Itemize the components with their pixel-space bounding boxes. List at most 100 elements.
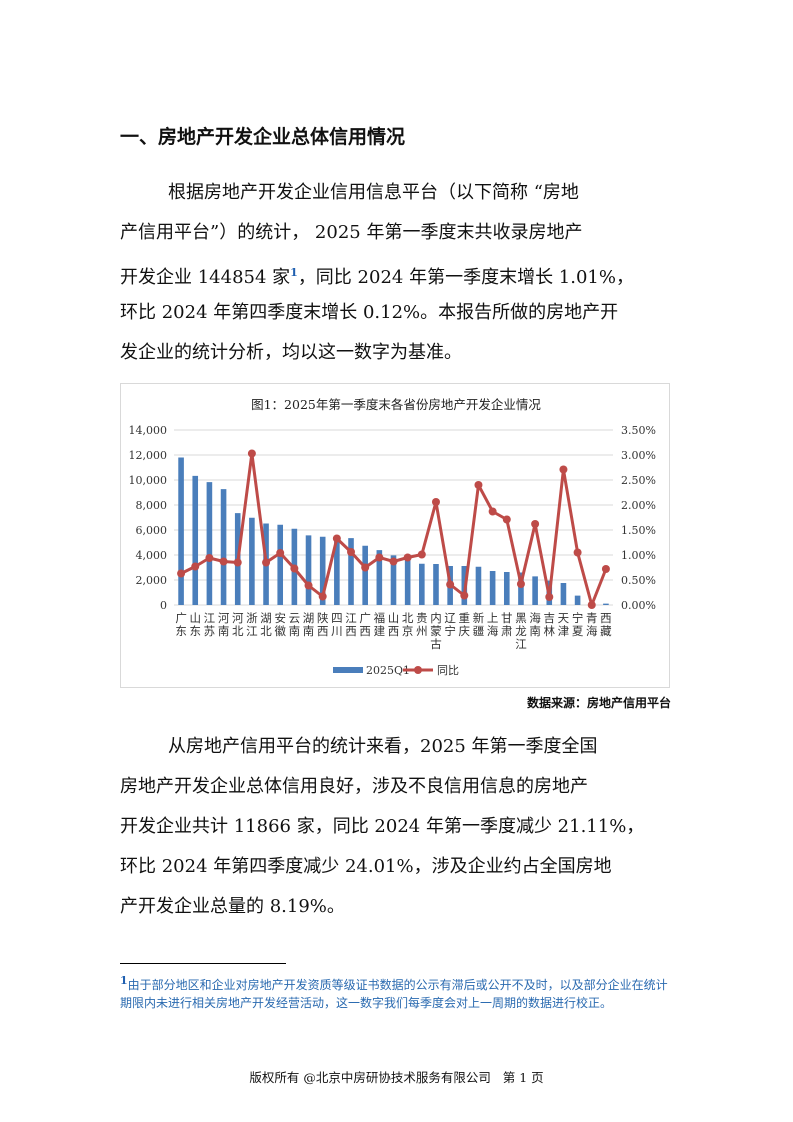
category-label: 广 [359,611,371,625]
right-tick-label: 1.00% [621,549,656,562]
category-label: 西 [317,624,329,638]
yoy-marker-上海 [488,507,497,516]
category-label: 陕 [317,611,329,625]
text-line: 从房地产信用平台的统计来看，2025 年第一季度全国 [168,736,598,757]
category-label: 山 [189,611,201,625]
category-label: 京 [402,624,414,638]
yoy-marker-北京 [403,553,412,562]
bar-江苏 [206,482,213,605]
yoy-marker-福建 [375,553,384,562]
bar-宁夏 [574,595,581,605]
bar-广东 [178,457,184,605]
category-label: 海 [529,611,541,625]
text-span: 开发企业 144854 家 [120,267,291,288]
bar-新疆 [475,566,482,605]
category-label: 山 [388,611,400,625]
right-tick-label: 0.00% [621,599,656,612]
category-label: 藏 [600,624,612,638]
text-line: 开发企业共计 11866 家，同比 2024 年第一季度减少 21.11%， [120,816,645,837]
page-footer: 版权所有 @北京中房研协技术服务有限公司 第 1 页 [249,1070,544,1085]
footnote: 1由于部分地区和企业对房地产开发资质等级证书数据的公示有滞后或公开不及时，以及部… [120,972,675,1012]
bar-浙江 [249,517,255,605]
category-label: 宁 [444,624,456,638]
section-heading: 一、房地产开发企业总体信用情况 [120,126,406,148]
category-label: 东 [175,624,187,638]
text-line: 根据房地产开发企业信用信息平台（以下简称 “房地 [168,182,579,203]
bar-安徽 [277,524,284,605]
category-label: 州 [416,624,428,638]
yoy-marker-安徽 [276,549,285,557]
category-label: 湖 [303,611,315,625]
footnote-ref[interactable]: 1 [290,266,298,279]
left-tick-label: 12,000 [129,449,168,462]
bar-福建 [376,550,383,605]
category-label: 吉 [544,611,556,625]
yoy-marker-辽宁 [446,580,455,589]
text-line: 房地产开发企业总体信用良好，涉及不良信用信息的房地产 [120,776,588,797]
yoy-marker-新疆 [474,481,483,489]
yoy-marker-贵州 [417,550,426,559]
yoy-marker-宁夏 [573,548,582,557]
category-label: 江 [246,624,258,638]
category-label: 云 [289,611,301,625]
bar-陕西 [319,536,326,605]
bar-山东 [192,475,199,605]
paragraph-1: 根据房地产开发企业信用信息平台（以下简称 “房地 产信用平台”）的统计， 202… [120,173,675,373]
category-label: 浙 [246,611,258,625]
bar-天津 [560,583,567,605]
category-label: 南 [529,624,541,638]
footnote-divider [120,963,286,964]
paragraph-2: 从房地产信用平台的统计来看，2025 年第一季度全国 房地产开发企业总体信用良好… [120,727,675,927]
legend-label-bar: 2025Q1 [366,664,410,677]
legend-swatch-bar [333,667,363,673]
right-tick-label: 1.50% [621,524,656,537]
right-tick-label: 3.50% [621,424,656,437]
bar-西藏 [603,603,609,605]
category-label: 肃 [501,624,512,638]
category-label: 徽 [274,624,286,638]
category-label: 江 [515,637,527,651]
category-label: 北 [232,624,244,638]
yoy-marker-广西 [361,563,370,572]
category-label: 黑 [515,611,527,625]
bar-江西 [348,538,354,605]
legend-marker [414,666,422,674]
bar-广西 [362,545,368,605]
bar-甘肃 [503,572,510,605]
category-label: 苏 [204,624,216,638]
category-label: 辽 [444,611,456,625]
bar-上海 [489,571,496,605]
category-label: 夏 [572,624,584,638]
yoy-marker-内蒙古 [431,498,440,506]
right-tick-label: 3.00% [621,449,656,462]
text-span: ，同比 2024 年第一季度末增长 1.01%， [297,267,634,288]
category-label: 河 [218,611,230,625]
category-label: 内 [430,611,442,625]
yoy-marker-浙江 [247,449,256,458]
category-label: 北 [260,624,272,638]
text-line: 环比 2024 年第四季度末增长 0.12%。本报告所做的房地产开 [120,302,619,323]
data-source: 数据来源：房地产信用平台 [526,696,671,710]
text-line: 发企业的统计分析，均以这一数字为基准。 [120,342,462,363]
footnote-text: 由于部分地区和企业对房地产开发资质等级证书数据的公示有滞后或公开不及时，以及部分… [120,978,668,1010]
category-label: 宁 [572,611,584,625]
bar-四川 [334,537,340,605]
yoy-marker-广东 [177,569,186,578]
category-label: 古 [430,637,442,651]
right-tick-label: 2.50% [621,474,656,487]
category-label: 湖 [260,611,272,625]
yoy-marker-青海 [587,601,596,609]
chart-svg: 图1：2025年第一季度末各省份房地产开发企业情况 0 0.00% 2,000 0.50… [129,397,656,677]
category-label: 疆 [473,624,485,638]
yoy-marker-黑龙江 [516,580,525,588]
category-label: 西 [600,611,612,625]
bar-海南 [532,576,538,605]
left-tick-label: 0 [160,599,167,612]
yoy-marker-江西 [347,548,356,556]
yoy-marker-甘肃 [502,515,511,524]
bar-山西 [390,555,397,605]
category-label: 河 [232,611,244,625]
left-tick-label: 14,000 [129,424,168,437]
category-label: 贵 [416,611,428,625]
category-label: 广 [175,611,187,625]
